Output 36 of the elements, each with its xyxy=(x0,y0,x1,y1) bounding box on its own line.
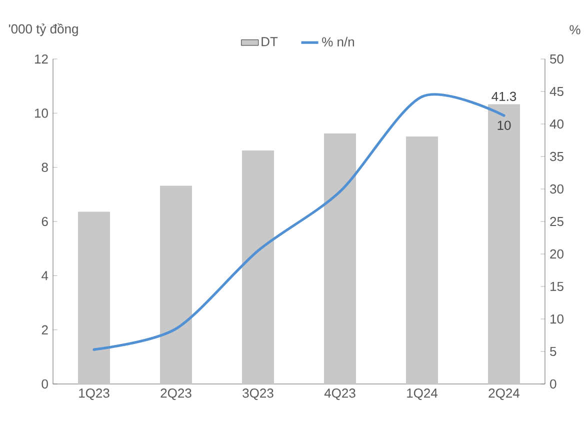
y2-tick-label: 20 xyxy=(550,249,564,259)
y-tick-label: 0 xyxy=(42,379,48,389)
legend-label: % n/n xyxy=(322,36,354,46)
y-tick-label: 6 xyxy=(42,216,48,226)
y-tick-label: 10 xyxy=(35,108,48,118)
bar xyxy=(242,150,274,384)
data-label: 10 xyxy=(498,120,511,130)
y-tick-label: 4 xyxy=(42,271,48,280)
y-tick-label: 12 xyxy=(35,54,48,64)
y2-tick-label: 50 xyxy=(550,54,564,64)
x-tick-label: 2Q24 xyxy=(488,388,520,400)
y2-axis-title: % xyxy=(570,25,580,34)
x-tick-label: 1Q24 xyxy=(407,388,438,400)
y2-tick-label: 45 xyxy=(550,86,564,96)
bar xyxy=(160,186,192,384)
y2-tick-label: 15 xyxy=(550,282,564,292)
y2-tick-label: 25 xyxy=(550,216,564,226)
legend-label: DT xyxy=(262,37,278,46)
x-tick-label: 4Q23 xyxy=(324,388,356,400)
bar xyxy=(488,104,520,384)
y2-tick-label: 30 xyxy=(550,184,564,194)
y-tick-label: 2 xyxy=(42,325,48,334)
bar xyxy=(78,212,110,384)
y2-tick-label: 10 xyxy=(550,314,564,324)
y-axis-title: '000 tỷ đồng xyxy=(9,23,78,36)
y2-tick-label: 40 xyxy=(550,119,564,129)
bar xyxy=(406,136,438,384)
x-tick-label: 2Q23 xyxy=(160,388,192,400)
bar xyxy=(324,133,356,384)
y-tick-label: 8 xyxy=(42,162,48,172)
data-label: 41.3 xyxy=(492,92,516,102)
x-tick-label: 1Q23 xyxy=(79,388,110,400)
x-tick-label: 3Q23 xyxy=(242,388,274,400)
y2-tick-label: 0 xyxy=(550,379,556,389)
y2-tick-label: 5 xyxy=(550,346,556,356)
y2-tick-label: 35 xyxy=(550,152,564,162)
